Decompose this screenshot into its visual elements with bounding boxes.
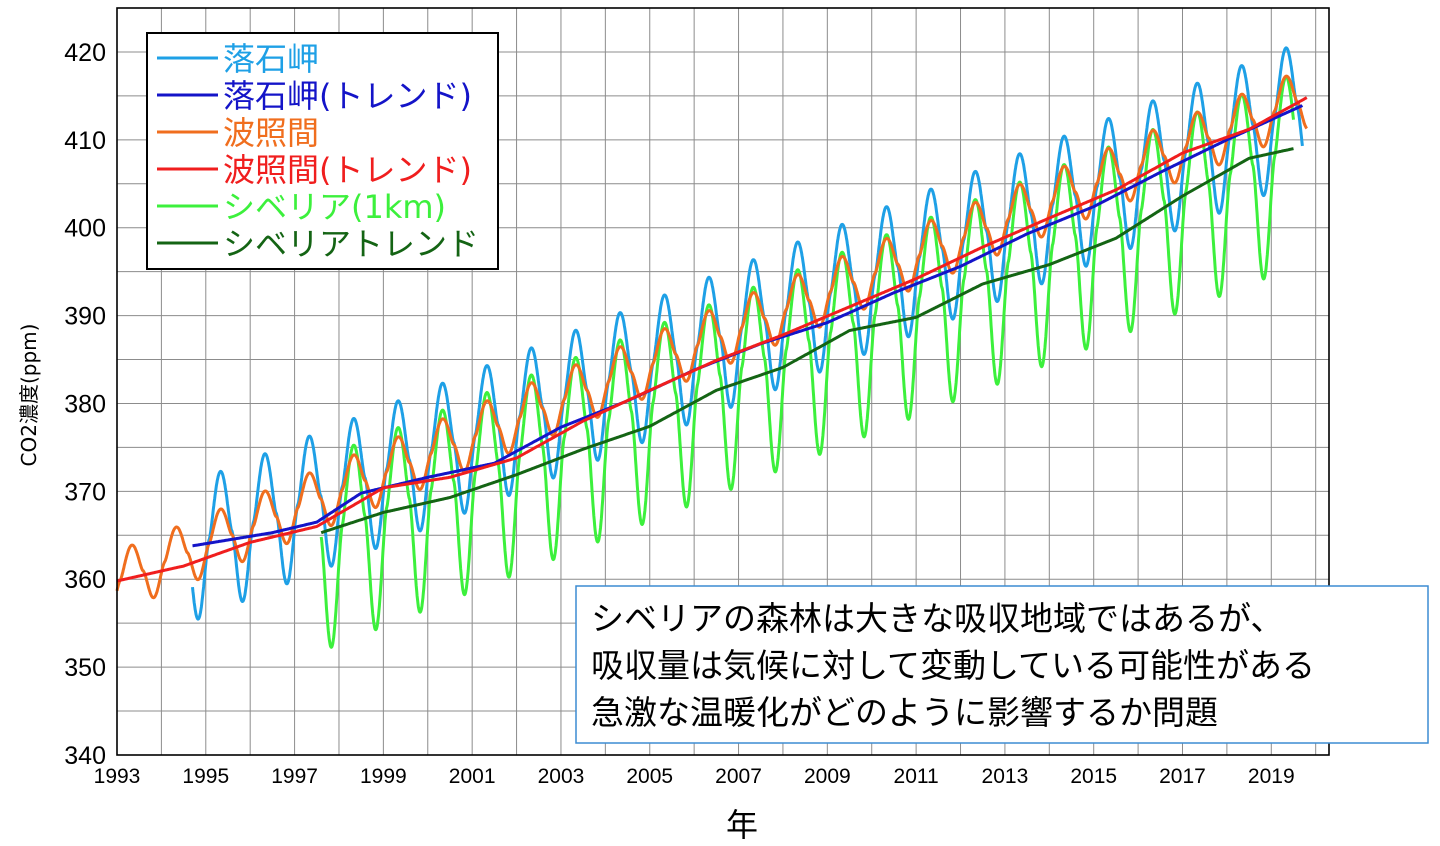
x-tick-label: 2007: [715, 765, 762, 788]
x-tick-label: 2019: [1248, 765, 1295, 788]
x-tick-label: 2017: [1159, 765, 1206, 788]
y-tick-label: 380: [64, 390, 106, 418]
legend-label: 落石岬: [223, 40, 319, 78]
x-axis-label: 年: [726, 806, 758, 844]
x-tick-label: 1997: [271, 765, 318, 788]
y-tick-label: 360: [64, 566, 106, 594]
x-tick-label: 1999: [360, 765, 407, 788]
legend-items: 落石岬落石岬(トレンド)波照間波照間(トレンド)シベリア(1km)シベリアトレン…: [157, 40, 479, 263]
y-axis-label: CO2濃度(ppm): [17, 324, 41, 467]
series-line-3: [116, 96, 1308, 583]
legend-box: [146, 32, 499, 270]
series-layer: [115, 46, 1308, 649]
legend: 落石岬落石岬(トレンド)波照間波照間(トレンド)シベリア(1km)シベリアトレン…: [146, 32, 499, 270]
x-tick-labels: 1993 1995 1997 1999 2001 2003 2005 2007 2009 2011…: [94, 765, 1295, 788]
y-tick-label: 400: [64, 215, 106, 243]
x-tick-label: 1993: [94, 765, 141, 788]
y-tick-label: 390: [64, 303, 106, 331]
annotation-frame: [575, 585, 1429, 744]
y-tick-label: 370: [64, 478, 106, 506]
x-tick-label: 2011: [894, 765, 939, 788]
legend-label: シベリア(1km): [223, 188, 446, 226]
series-line-2: [115, 74, 1308, 600]
y-tick-label: 340: [64, 742, 106, 770]
legend-label: シベリアトレンド: [223, 225, 479, 263]
annotation-line-1: シベリアの森林は大きな吸収地域ではあるが、: [591, 599, 1283, 638]
x-tick-label: 2009: [804, 765, 851, 788]
x-tick-label: 2015: [1070, 765, 1117, 788]
x-tick-label: 2013: [982, 765, 1029, 788]
y-tick-label: 420: [64, 39, 106, 67]
x-tick-label: 2003: [538, 765, 585, 788]
legend-label: 落石岬(トレンド): [223, 77, 472, 115]
y-tick-label: 350: [64, 654, 106, 682]
series-line-5: [320, 147, 1295, 535]
y-tick-label: 410: [64, 127, 106, 155]
x-tick-label: 2001: [449, 765, 496, 788]
legend-label: 波照間: [223, 114, 319, 152]
plot-frame: [116, 7, 1330, 756]
annotation-box: シベリアの森林は大きな吸収地域ではあるが、 吸収量は気候に対して変動している可能…: [575, 585, 1429, 744]
annotation-line-3: 急激な温暖化がどのように影響するか問題: [591, 693, 1218, 732]
x-tick-label: 2005: [626, 765, 673, 788]
y-tick-labels: 340 350 360 370 380 390 400 410 420: [64, 39, 106, 770]
legend-label: 波照間(トレンド): [223, 151, 472, 189]
x-tick-label: 1995: [182, 765, 229, 788]
annotation-line-2: 吸収量は気候に対して変動している可能性がある: [591, 646, 1315, 685]
